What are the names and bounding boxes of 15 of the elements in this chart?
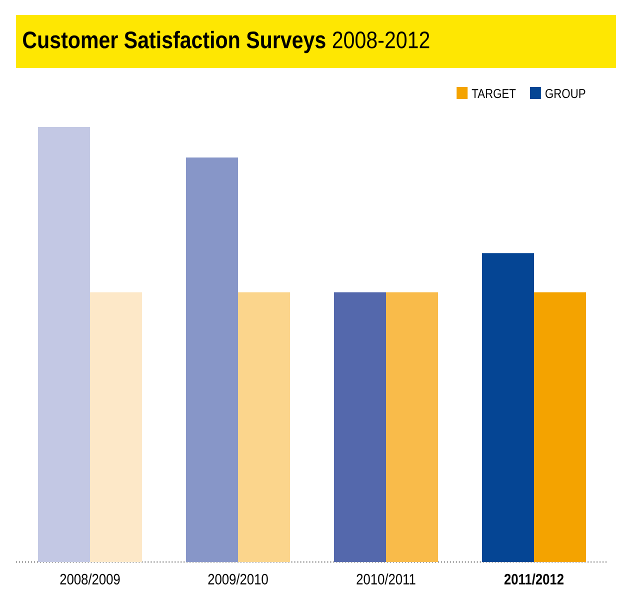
chart-title: Customer Satisfaction Surveys 2008-2012 bbox=[23, 30, 430, 54]
x-tick-label: 2008/2009 bbox=[60, 574, 120, 584]
legend-label: TARGET bbox=[472, 88, 516, 98]
legend-label: GROUP bbox=[546, 88, 586, 98]
bar bbox=[238, 292, 290, 562]
bar bbox=[482, 253, 534, 562]
x-tick-label: 2010/2011 bbox=[356, 574, 416, 584]
x-tick-label: 2011/2012 bbox=[504, 574, 564, 585]
bar bbox=[534, 292, 586, 562]
bar bbox=[90, 292, 142, 562]
bar bbox=[186, 157, 238, 562]
bar bbox=[38, 126, 90, 562]
bar bbox=[334, 292, 386, 562]
bar bbox=[386, 292, 438, 562]
x-tick-label: 2009/2010 bbox=[208, 574, 268, 584]
